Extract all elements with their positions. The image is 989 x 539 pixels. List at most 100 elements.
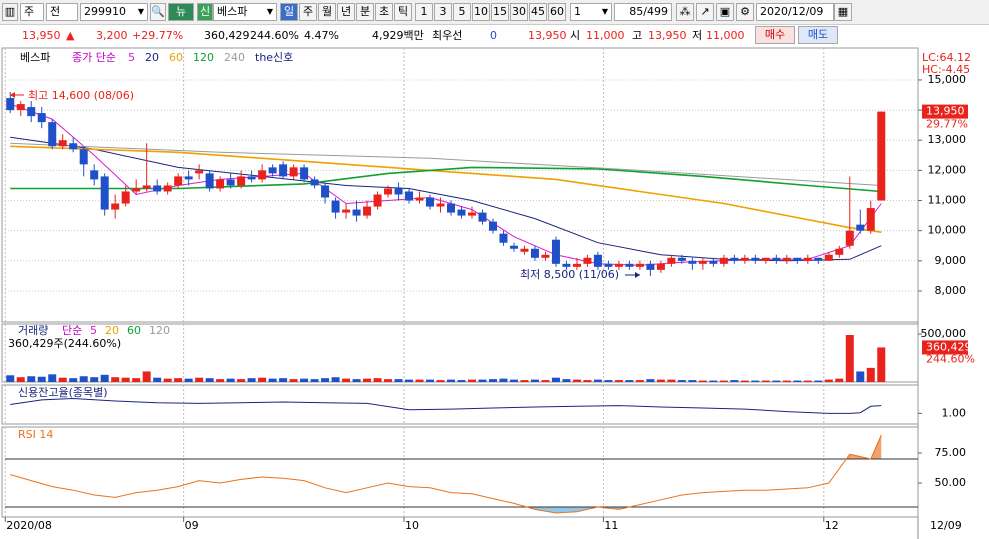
- settings-icon[interactable]: ⚙: [736, 3, 754, 21]
- candle-body: [646, 263, 655, 270]
- candle-body: [772, 257, 781, 261]
- volume-bar: [719, 380, 728, 382]
- volume-bar: [866, 367, 875, 382]
- volume-bar: [447, 379, 456, 382]
- candle-body: [289, 167, 298, 177]
- candle-body: [509, 245, 518, 249]
- tool-icon[interactable]: ⁂: [676, 3, 694, 21]
- candle-body: [258, 170, 267, 180]
- ma-line: [10, 142, 882, 186]
- high-label: 고: [632, 29, 643, 42]
- date-field[interactable]: 2020/12/09: [756, 3, 834, 21]
- candle-body: [604, 263, 613, 267]
- unit: 1: [574, 5, 581, 18]
- volume-bar: [16, 377, 25, 382]
- sell-button[interactable]: 매도: [798, 26, 838, 44]
- volume-bar: [761, 380, 770, 382]
- panel-frame: [1, 426, 919, 518]
- tool-icon[interactable]: ↗: [696, 3, 714, 21]
- period-button[interactable]: 5: [453, 3, 471, 21]
- volume-bar: [698, 380, 707, 382]
- volume-bar: [90, 377, 99, 382]
- period-button[interactable]: 10: [472, 3, 490, 21]
- chart: 2020/080910111212/0915,00014,00013,00012…: [0, 46, 989, 539]
- period-button[interactable]: 주: [299, 3, 317, 21]
- period-button[interactable]: 초: [375, 3, 393, 21]
- ask: 13,950: [528, 29, 567, 42]
- volume-bar: [488, 379, 497, 382]
- candle-body: [27, 107, 36, 117]
- candle-body: [394, 188, 403, 195]
- period-label: 분: [359, 5, 371, 18]
- candle-body: [551, 239, 560, 264]
- candle-body: [793, 257, 802, 261]
- period-label: 60: [550, 5, 564, 18]
- buy-button[interactable]: 매수: [755, 26, 795, 44]
- legend-item: 120: [193, 51, 214, 64]
- volume-bar: [279, 378, 288, 382]
- legend-title: 베스파: [20, 51, 50, 64]
- date: 2020/12/09: [760, 5, 824, 18]
- sell: 매도: [807, 28, 829, 41]
- y-tick-label: 500,000: [921, 327, 967, 340]
- last-price-box: [922, 104, 968, 119]
- candle-body: [426, 197, 435, 207]
- range-select[interactable]: 전: [46, 3, 78, 21]
- candle-body: [79, 149, 88, 165]
- volume-bar: [79, 376, 88, 382]
- period-label: 년: [340, 5, 352, 18]
- candle-body: [614, 263, 623, 267]
- volume-bar: [772, 380, 781, 382]
- candle-body: [184, 176, 193, 180]
- code: 299910: [84, 5, 126, 18]
- period-button[interactable]: 년: [337, 3, 355, 21]
- period-button[interactable]: 분: [356, 3, 374, 21]
- period-button[interactable]: 45: [529, 3, 547, 21]
- x-tick-label: 10: [405, 519, 419, 532]
- candle-body: [656, 263, 665, 270]
- period-button[interactable]: 15: [491, 3, 509, 21]
- volume-bar: [258, 377, 267, 382]
- period-button[interactable]: 3: [434, 3, 452, 21]
- menu-icon[interactable]: ▥: [2, 3, 18, 21]
- period-label: 10: [474, 5, 488, 18]
- volume-bar: [111, 377, 120, 382]
- chart-bg: [0, 46, 989, 539]
- candle-body: [803, 257, 812, 261]
- volume-bar: [803, 380, 812, 382]
- volume-bar: [625, 380, 634, 382]
- candle-body: [436, 203, 445, 207]
- best: 0: [490, 29, 497, 42]
- period-button[interactable]: 60: [548, 3, 566, 21]
- period-button[interactable]: 월: [318, 3, 336, 21]
- name-select[interactable]: 베스파 ▼: [213, 3, 277, 21]
- news-button[interactable]: 뉴: [168, 3, 194, 21]
- save-icon[interactable]: ▣: [716, 3, 734, 21]
- indicator-line: [10, 434, 882, 514]
- credit-button[interactable]: 신: [197, 3, 213, 21]
- market-select[interactable]: 주: [20, 3, 44, 21]
- period-button[interactable]: 30: [510, 3, 528, 21]
- candle-body: [6, 98, 15, 111]
- turnover: 4.47%: [304, 29, 339, 42]
- candle-body: [268, 167, 277, 174]
- volume-bar: [405, 379, 414, 382]
- period-button[interactable]: 1: [415, 3, 433, 21]
- candle-body: [845, 230, 854, 246]
- search-button[interactable]: 🔍: [150, 3, 166, 21]
- legend-title: RSI 14: [18, 428, 53, 441]
- period-label: 1: [420, 5, 428, 18]
- candle-body: [530, 248, 539, 258]
- volume-bar: [58, 377, 67, 382]
- calendar-icon[interactable]: ▦: [834, 3, 852, 21]
- legend-item: 5: [128, 51, 135, 64]
- unit-select[interactable]: 1 ▼: [570, 3, 612, 21]
- period-button[interactable]: 틱: [394, 3, 412, 21]
- code-input[interactable]: 299910 ▼: [80, 3, 148, 21]
- period-label: 3: [439, 5, 447, 18]
- volume-bar: [730, 380, 739, 382]
- candle-body: [467, 212, 476, 216]
- up-arrow: ▲: [66, 29, 75, 42]
- period-button[interactable]: 일: [280, 3, 298, 21]
- volume-bar: [635, 380, 644, 382]
